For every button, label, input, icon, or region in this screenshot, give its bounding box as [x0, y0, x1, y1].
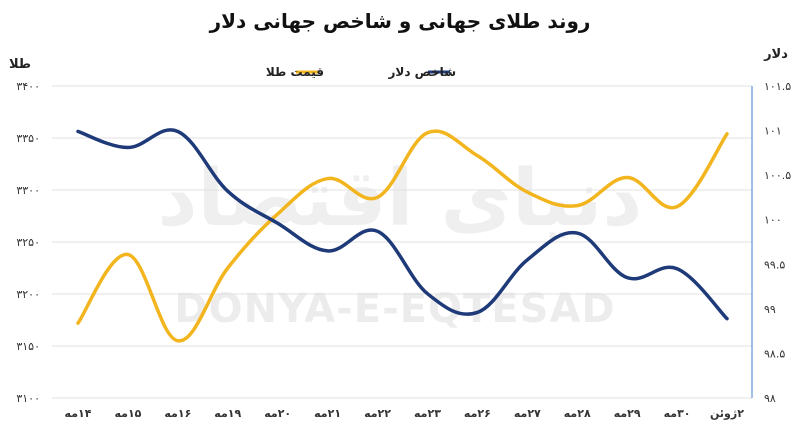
left-axis-ticks: ۳۱۰۰ ۳۱۵۰ ۳۲۰۰ ۳۲۵۰ ۳۳۰۰ ۳۳۵۰ ۳۴۰۰ — [16, 80, 40, 405]
x-tick-label: ۱۵مه — [114, 407, 141, 420]
x-tick-label: ۲۲مه — [364, 407, 391, 420]
right-tick-label: ۹۹.۵ — [764, 258, 785, 271]
x-axis-ticks: ۱۴مه ۱۵مه ۱۶مه ۱۹مه ۲۰مه ۲۱مه ۲۲مه ۲۳مه ۲۶مه ۲۷مه… — [65, 407, 745, 420]
watermark-latin: DONYA-E-EQTESAD — [174, 286, 615, 332]
chart-title: روند طلای جهانی و شاخص جهانی دلار — [209, 9, 591, 33]
x-tick-label: ۱۶مه — [164, 407, 191, 420]
right-tick-label: ۹۸ — [764, 392, 776, 405]
right-tick-label: ۱۰۰.۵ — [764, 169, 791, 182]
left-tick-label: ۳۲۰۰ — [16, 288, 40, 301]
legend: قیمت طلا شاخص دلار — [266, 65, 456, 79]
left-tick-label: ۳۲۵۰ — [16, 236, 40, 249]
x-tick-label: ۲۳مه — [414, 407, 441, 420]
series — [76, 128, 729, 343]
left-tick-label: ۳۳۰۰ — [16, 184, 40, 197]
right-tick-label: ۹۹ — [764, 303, 776, 316]
x-tick-label: ۲۰مه — [264, 407, 291, 420]
right-tick-label: ۱۰۱.۵ — [764, 80, 791, 93]
right-tick-label: ۱۰۰ — [764, 214, 782, 227]
legend-label-gold: قیمت طلا — [266, 65, 324, 79]
x-tick-label: ۲۱مه — [314, 407, 341, 420]
left-tick-label: ۳۳۵۰ — [16, 132, 40, 145]
x-tick-label: ۲۹مه — [614, 407, 641, 420]
left-tick-label: ۳۴۰۰ — [16, 80, 40, 93]
x-tick-label: ۲ژوئن — [710, 407, 744, 420]
legend-label-dollar: شاخص دلار — [387, 65, 456, 79]
grid — [52, 85, 752, 399]
dollar-index-line — [76, 128, 729, 321]
left-axis-title: طلا — [9, 57, 31, 72]
left-tick-label: ۳۱۰۰ — [16, 392, 40, 405]
right-axis-ticks: ۹۸ ۹۸.۵ ۹۹ ۹۹.۵ ۱۰۰ ۱۰۰.۵ ۱۰۱ ۱۰۱.۵ — [764, 80, 791, 405]
right-axis-title: دلار — [763, 47, 788, 62]
watermark: دنیای اقتصاد DONYA-E-EQTESAD — [158, 154, 643, 332]
right-tick-label: ۱۰۱ — [764, 125, 782, 138]
right-tick-label: ۹۸.۵ — [764, 347, 785, 360]
x-tick-label: ۳۰مه — [664, 407, 691, 420]
x-tick-label: ۲۸مه — [564, 407, 591, 420]
x-tick-label: ۱۴مه — [65, 407, 92, 420]
x-tick-label: ۲۷مه — [514, 407, 541, 420]
left-tick-label: ۳۱۵۰ — [16, 340, 40, 353]
gold-price-line — [76, 129, 729, 343]
x-tick-label: ۱۹مه — [214, 407, 241, 420]
x-tick-label: ۲۶مه — [464, 407, 491, 420]
